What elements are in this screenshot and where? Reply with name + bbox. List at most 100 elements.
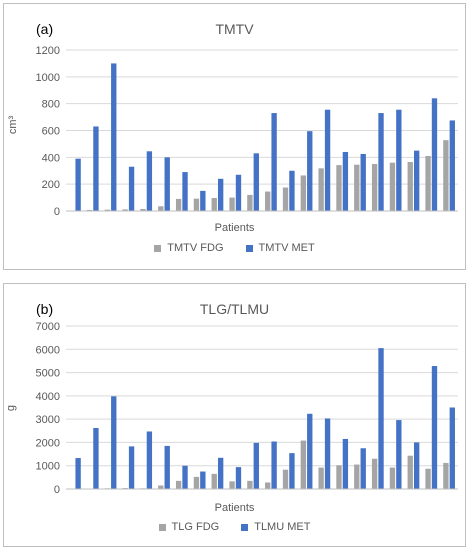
legend-swatch: [158, 523, 166, 531]
bar-tmtv-fdg: [407, 162, 413, 211]
bar-tmtv-fdg: [229, 197, 235, 211]
bar-tmtv-fdg: [265, 191, 271, 211]
bar-tlg-fdg: [247, 480, 253, 489]
bar-tmtv-fdg: [354, 164, 360, 211]
bar-tmtv-met: [111, 63, 117, 211]
bar-tlmu-met: [75, 458, 81, 489]
bar-tlg-fdg: [336, 465, 342, 489]
bar-tmtv-fdg: [86, 209, 93, 211]
bar-tlmu-met: [449, 407, 455, 489]
bar-tlmu-met: [93, 427, 99, 489]
legend-item: TLG FDG: [158, 521, 220, 533]
bar-tmtv-met: [235, 174, 242, 211]
bar-tlg-fdg: [211, 473, 217, 489]
y-tick-label: 3000: [36, 414, 60, 426]
bar-tlmu-met: [413, 442, 420, 489]
bar-tlmu-met: [164, 445, 170, 489]
bar-tmtv-met: [413, 150, 420, 211]
bar-tlg-fdg: [371, 458, 378, 489]
bar-tlmu-met: [307, 413, 313, 489]
bar-tlg-fdg: [318, 467, 324, 489]
bar-tmtv-met: [378, 113, 384, 211]
bar-tlg-fdg: [175, 480, 182, 489]
bar-tlmu-met: [431, 366, 438, 489]
y-tick-label: 1000: [36, 461, 60, 473]
bar-tmtv-met: [271, 113, 277, 211]
bar-tlmu-met: [342, 438, 349, 489]
legend-label: TLMU MET: [254, 521, 311, 533]
bar-tmtv-met: [342, 151, 349, 211]
y-tick-label: 6000: [36, 344, 60, 356]
bar-tmtv-met: [164, 157, 170, 211]
bar-tlmu-met: [182, 465, 188, 489]
y-tick-label: 800: [42, 99, 60, 111]
bar-tlmu-met: [217, 457, 224, 489]
bar-tlmu-met: [289, 453, 295, 489]
chart-legend: TMTV FDG TMTV MET: [4, 242, 465, 254]
bar-tlg-fdg: [300, 440, 307, 489]
bar-tlg-fdg: [443, 462, 449, 489]
tmtv-chart-svg: 0 200 400 600 800 1000 1200: [36, 45, 458, 218]
bar-tmtv-met: [75, 158, 81, 211]
y-tick-label: 2000: [36, 437, 60, 449]
bar-tlmu-met: [111, 396, 117, 489]
legend-label: TMTV MET: [258, 242, 315, 254]
bar-tmtv-fdg: [122, 209, 128, 211]
bar-tmtv-met: [360, 153, 366, 211]
bar-tmtv-met: [93, 126, 99, 211]
legend-item: TMTV FDG: [154, 242, 224, 254]
bar-tmtv-met: [307, 131, 313, 211]
bar-tmtv-fdg: [389, 162, 396, 211]
legend-item: TLMU MET: [241, 521, 310, 533]
chart-panel-tlg-tlmu: 0 1000 2000 3000 4000 5000 6000 7000 (b) TLG/TL…: [3, 283, 466, 547]
tlg-tlmu-chart-svg: 0 1000 2000 3000 4000 5000 6000 7000: [36, 321, 458, 496]
bar-tmtv-fdg: [336, 165, 342, 211]
chart-legend: TLG FDG TLMU MET: [4, 521, 465, 533]
bar-tlmu-met: [378, 348, 384, 489]
y-tick-label: 5000: [36, 368, 60, 380]
y-tick-label: 7000: [36, 321, 60, 333]
bar-tlg-fdg: [158, 485, 164, 489]
y-tick-label: 600: [42, 126, 60, 138]
bar-tmtv-fdg: [104, 209, 111, 211]
x-axis-label: Patients: [214, 222, 255, 234]
bar-tlmu-met: [253, 442, 259, 489]
bar-tmtv-fdg: [175, 198, 182, 211]
bar-tmtv-met: [200, 190, 206, 211]
bar-tmtv-fdg: [282, 187, 289, 211]
y-tick-label: 4000: [36, 391, 60, 403]
bar-tmtv-fdg: [443, 140, 449, 211]
bar-tmtv-met: [449, 120, 455, 211]
bar-tlg-fdg: [389, 467, 396, 489]
bar-tlmu-met: [128, 446, 135, 489]
bar-tlg-fdg: [282, 469, 289, 489]
bar-tmtv-met: [431, 98, 438, 211]
legend-swatch: [241, 523, 249, 531]
panel-label: (a): [36, 21, 54, 37]
bar-tlmu-met: [324, 418, 331, 489]
bar-tlg-fdg: [407, 455, 413, 489]
bar-tlmu-met: [360, 448, 366, 489]
y-tick-label: 0: [54, 206, 60, 218]
bar-tmtv-fdg: [371, 164, 378, 211]
chart-title: TMTV: [215, 21, 254, 37]
chart-title: TLG/TLMU: [199, 301, 270, 317]
bar-tmtv-fdg: [158, 206, 164, 211]
legend-swatch: [154, 244, 162, 252]
y-tick-label: 1200: [36, 45, 60, 57]
bar-tlmu-met: [396, 420, 402, 489]
legend-item: TMTV MET: [245, 242, 315, 254]
y-axis-label: g: [5, 404, 18, 412]
chart-panel-tmtv: 0 200 400 600 800 1000 1200 (a) TMTV cm³ Patie…: [3, 3, 466, 270]
bar-tlg-fdg: [354, 464, 360, 489]
bar-tmtv-fdg: [211, 197, 217, 211]
y-axis-label: cm³: [7, 115, 20, 135]
y-tick-label: 1000: [36, 72, 60, 84]
bar-tmtv-fdg: [140, 208, 146, 211]
x-axis-label: Patients: [214, 502, 255, 514]
legend-swatch: [245, 244, 253, 252]
legend-label: TLG FDG: [171, 521, 220, 533]
bar-tlmu-met: [235, 467, 242, 489]
bar-tmtv-fdg: [318, 168, 324, 211]
panel-label: (b): [36, 301, 54, 317]
